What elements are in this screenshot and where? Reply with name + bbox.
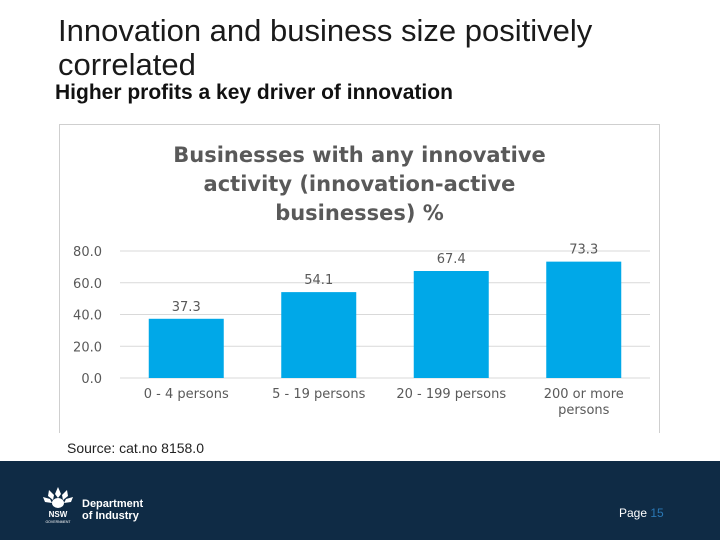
logo-subtext: GOVERNMENT [45,520,71,524]
x-tick-label: 200 or more [544,387,624,402]
chart-title: Businesses with any innovative activity … [60,141,659,228]
x-tick-label: 0 - 4 persons [144,387,229,402]
x-tick-label: 20 - 199 persons [396,387,506,402]
data-label: 54.1 [304,273,333,288]
logo-text: NSW [49,510,68,519]
slide-subtitle: Higher profits a key driver of innovatio… [55,81,453,104]
department-line: of Industry [82,510,139,522]
bar [413,271,489,378]
bar [546,261,622,378]
bar-chart: 0.0 20.0 40.0 60.0 80.0 37.3 0 - 4 persons 54.1… [73,243,650,418]
page-label: Page [619,506,648,520]
bar [148,318,224,378]
y-tick-label: 0.0 [81,372,102,387]
x-tick-label: 5 - 19 persons [272,387,365,402]
y-tick-label: 40.0 [73,309,102,324]
chart-title-line: activity (innovation-active [203,172,516,196]
slide-title: Innovation and business size positively … [58,13,593,82]
data-label: 67.4 [437,252,466,267]
source-note: Source: cat.no 8158.0 [67,440,204,456]
department-name: Department of Industry [82,498,143,522]
page-number: 15 [650,506,664,520]
footer-bar [0,461,720,540]
page-indicator: Page 15 [619,506,664,520]
chart-frame: Businesses with any innovative activity … [59,124,660,433]
y-tick-label: 60.0 [73,277,102,292]
bar [281,292,357,378]
x-tick-label: persons [558,403,610,418]
data-label: 73.3 [569,243,598,258]
department-line: Department [82,498,144,510]
chart-title-line: businesses) % [275,201,444,225]
y-tick-label: 80.0 [73,245,102,260]
data-label: 37.3 [172,300,201,315]
nsw-waratah-logo-icon: NSW GOVERNMENT [43,487,73,524]
y-tick-label: 20.0 [73,340,102,355]
chart-title-line: Businesses with any innovative [173,143,546,167]
